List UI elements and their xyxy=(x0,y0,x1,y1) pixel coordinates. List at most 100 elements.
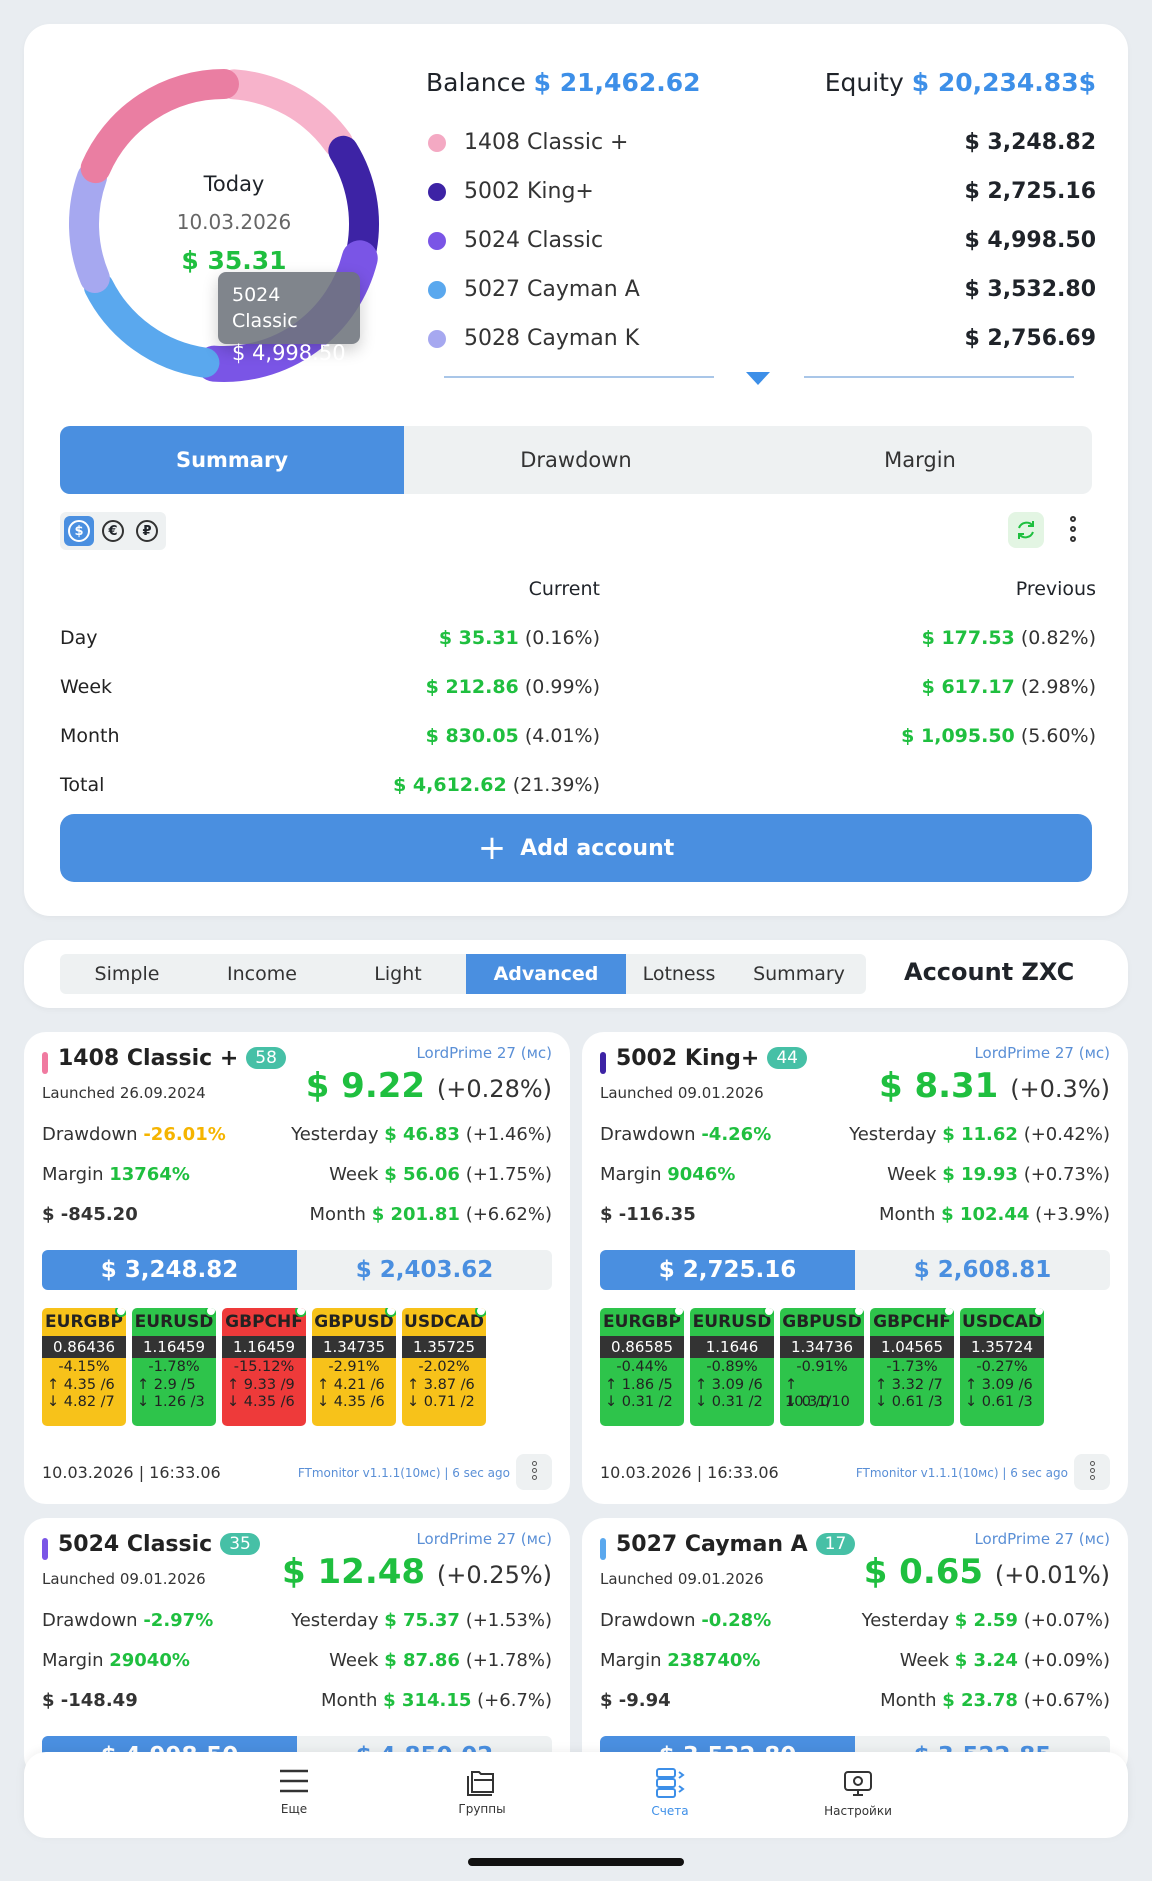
account-badge: 58 xyxy=(246,1047,286,1069)
pair-tile[interactable]: EURUSD 1.1646 -0.89% ↑ 3.09 /6 ↓ 0.31 /2 xyxy=(690,1308,774,1426)
account-legend-row[interactable]: 5024 Classic $ 4,998.50 xyxy=(426,216,1096,265)
pair-tile[interactable]: GBPUSD 1.34736 -0.91% ↑ 10.31/10 ↓ 0 /0 xyxy=(780,1308,864,1426)
donut-segment-4[interactable] xyxy=(69,162,110,294)
today-profit-percent: (+0.28%) xyxy=(436,1075,552,1103)
pair-tile[interactable]: GBPCHF 1.04565 -1.73% ↑ 3.32 /7 ↓ 0.61 /… xyxy=(870,1308,954,1426)
account-legend-row[interactable]: 5028 Cayman K $ 2,756.69 xyxy=(426,314,1096,363)
expand-caret-icon[interactable] xyxy=(746,372,770,385)
month-value: $ 102.44 xyxy=(941,1204,1030,1225)
card-menu-button[interactable] xyxy=(1074,1454,1110,1490)
tab-drawdown[interactable]: Drawdown xyxy=(520,448,632,472)
tab-light[interactable]: Light xyxy=(374,963,422,985)
account-legend-row[interactable]: 1408 Classic + $ 3,248.82 xyxy=(426,118,1096,167)
pair-buy-lots: ↑ 3.32 /7 xyxy=(875,1377,943,1393)
pair-tile[interactable]: EURGBP 0.86585 -0.44% ↑ 1.86 /5 ↓ 0.31 /… xyxy=(600,1308,684,1426)
account-color-bar xyxy=(42,1538,48,1560)
legend-dot-icon xyxy=(428,329,446,348)
currency-eur-button[interactable]: € xyxy=(98,516,128,546)
legend-account-name: 5028 Cayman K xyxy=(464,326,640,351)
account-group-title: Account ZXC xyxy=(904,958,1075,986)
nav-accounts[interactable]: Счета xyxy=(610,1766,730,1818)
today-profit-value: $ 8.31 xyxy=(878,1066,999,1106)
pair-buy-lots: ↑ 3.87 /6 xyxy=(407,1377,475,1393)
summary-tabs: Summary Drawdown Margin xyxy=(60,426,1092,494)
view-mode-bar: Simple Income Light Advanced Lotness Sum… xyxy=(24,940,1128,1008)
monitor-version: FTmonitor v1.1.1(10мс) | 6 sec ago xyxy=(297,1466,510,1480)
accounts-icon xyxy=(656,1768,685,1798)
account-legend-row[interactable]: 5002 King+ $ 2,725.16 xyxy=(426,167,1096,216)
ruble-icon: ₽ xyxy=(136,520,158,542)
account-badge: 17 xyxy=(815,1533,856,1555)
account-card[interactable]: 5024 Classic 35 Launched 09.01.2026 LordP… xyxy=(24,1518,570,1778)
floating-pnl: $ -148.49 xyxy=(42,1690,138,1711)
week-value: $ 19.93 xyxy=(942,1164,1018,1185)
pair-tile[interactable]: EURGBP 0.86436 -4.15% ↑ 4.35 /6 ↓ 4.82 /… xyxy=(42,1308,126,1426)
currency-usd-button[interactable]: $ xyxy=(64,516,94,546)
launched-date: Launched 09.01.2026 xyxy=(600,1570,764,1588)
pair-buy-lots: ↑ 4.21 /6 xyxy=(317,1377,385,1393)
current-percent: (4.01%) xyxy=(524,724,600,747)
tab-simple[interactable]: Simple xyxy=(94,963,160,985)
summary-period-label: Total xyxy=(60,773,105,796)
summary-table: Current Previous Day $ 35.31 (0.16%) $ 1… xyxy=(60,564,1096,809)
graduation-cap-icon xyxy=(115,1308,126,1317)
month-value: $ 23.78 xyxy=(942,1690,1018,1711)
currency-rub-button[interactable]: ₽ xyxy=(132,516,162,546)
nav-groups[interactable]: Группы xyxy=(422,1766,542,1816)
nav-more[interactable]: Еще xyxy=(234,1766,354,1816)
donut-segment-1[interactable] xyxy=(328,135,379,264)
donut-segment-3[interactable] xyxy=(83,271,220,378)
previous-header: Previous xyxy=(1015,577,1096,600)
graduation-cap-icon xyxy=(295,1308,306,1317)
pair-tile[interactable]: EURUSD 1.16459 -1.78% ↑ 2.9 /5 ↓ 1.26 /3 xyxy=(132,1308,216,1426)
pair-tiles: EURGBP 0.86585 -0.44% ↑ 1.86 /5 ↓ 0.31 /… xyxy=(600,1308,1044,1426)
account-card[interactable]: 5027 Cayman A 17 Launched 09.01.2026 Lord… xyxy=(582,1518,1128,1778)
divider-left xyxy=(444,376,714,378)
yesterday-value: $ 75.37 xyxy=(384,1610,460,1631)
donut-segment-5[interactable] xyxy=(80,69,239,184)
launched-date: Launched 09.01.2026 xyxy=(600,1084,764,1102)
add-account-button[interactable]: + Add account xyxy=(60,814,1092,882)
legend-dot-icon xyxy=(428,182,446,201)
yesterday-label: Yesterday xyxy=(861,1610,950,1631)
tab-summary[interactable]: Summary xyxy=(60,426,404,494)
account-card[interactable]: 5002 King+ 44 Launched 09.01.2026 LordPri… xyxy=(582,1032,1128,1504)
tab-income[interactable]: Income xyxy=(227,963,297,985)
account-card[interactable]: 1408 Classic + 58 Launched 26.09.2024 Lor… xyxy=(24,1032,570,1504)
pair-tile[interactable]: USDCAD 1.35724 -0.27% ↑ 3.09 /6 ↓ 0.61 /… xyxy=(960,1308,1044,1426)
launched-date: Launched 09.01.2026 xyxy=(42,1570,206,1588)
pair-tile[interactable]: GBPCHF 1.16459 -15.12% ↑ 9.33 /9 ↓ 4.35 … xyxy=(222,1308,306,1426)
tab-view-summary[interactable]: Summary xyxy=(753,963,845,985)
pair-tile[interactable]: USDCAD 1.35725 -2.02% ↑ 3.87 /6 ↓ 0.71 /… xyxy=(402,1308,486,1426)
pair-tile[interactable]: GBPUSD 1.34735 -2.91% ↑ 4.21 /6 ↓ 4.35 /… xyxy=(312,1308,396,1426)
server-label: LordPrime 27 (мс) xyxy=(974,1044,1110,1062)
overview-card: Today 10.03.2026 $ 35.31 5024 Classic $ … xyxy=(24,24,1128,916)
margin-label: Margin xyxy=(42,1650,104,1671)
tooltip-account-value: $ 4,998.50 xyxy=(232,341,346,365)
week-percent: (+1.75%) xyxy=(465,1164,552,1185)
refresh-button[interactable] xyxy=(1008,512,1044,548)
account-legend-row[interactable]: 5027 Cayman A $ 3,532.80 xyxy=(426,265,1096,314)
account-badge: 44 xyxy=(767,1047,807,1069)
tab-lotness[interactable]: Lotness xyxy=(642,963,716,985)
drawdown-value: -2.97% xyxy=(143,1610,214,1631)
donut-segment-0[interactable] xyxy=(218,69,353,158)
drawdown-value: -4.26% xyxy=(701,1124,772,1145)
card-menu-button[interactable] xyxy=(516,1454,552,1490)
pair-price: 1.34736 xyxy=(780,1336,864,1358)
pair-change: -0.91% xyxy=(796,1359,848,1375)
more-options-icon[interactable] xyxy=(1068,516,1078,542)
folders-icon xyxy=(467,1771,494,1796)
tab-advanced[interactable]: Advanced xyxy=(466,954,626,994)
previous-value: $ 617.17 xyxy=(921,675,1015,698)
tab-margin[interactable]: Margin xyxy=(884,448,956,472)
nav-settings[interactable]: Настройки xyxy=(798,1766,918,1818)
legend-account-name: 1408 Classic + xyxy=(464,130,629,155)
pair-symbol: EURGBP xyxy=(45,1312,123,1332)
tooltip-account-name: 5024 Classic xyxy=(232,284,298,332)
account-name: 5024 Classic xyxy=(58,1532,213,1557)
pair-buy-lots: ↑ 1.86 /5 xyxy=(605,1377,673,1393)
pair-buy-lots: ↑ 9.33 /9 xyxy=(227,1377,295,1393)
pair-buy-lots: ↑ 4.35 /6 xyxy=(47,1377,115,1393)
nav-groups-label: Группы xyxy=(458,1802,506,1816)
